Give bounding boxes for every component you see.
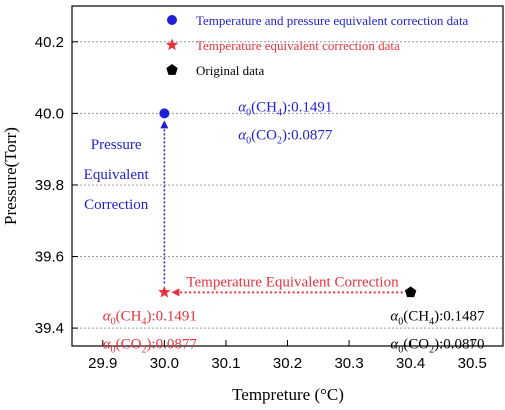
data-point: [159, 108, 170, 119]
data-point: [158, 285, 171, 298]
legend-label: Temperature and pressure equivalent corr…: [196, 13, 469, 28]
x-tick-label: 30.2: [273, 355, 302, 372]
alpha-coefficient-label: α0(CO2):0.0877: [238, 127, 333, 146]
y-axis-title: Pressure(Torr): [1, 127, 20, 225]
y-tick-label: 40.0: [35, 105, 64, 122]
y-tick-label: 40.2: [35, 34, 64, 51]
annotations: α0(CH4):0.1491 α0(CO2):0.0877 α0(CH4):0.14…: [103, 99, 485, 355]
alpha-coefficient-label: α0(CH4):0.1491: [103, 308, 197, 327]
x-axis-title: Tempreture (°C): [232, 385, 344, 404]
legend: Temperature and pressure equivalent corr…: [165, 13, 469, 78]
x-tick-label: 30.4: [396, 355, 425, 372]
pressure-correction-label: Equivalent: [84, 167, 150, 183]
pressure-correction-label: Correction: [84, 197, 149, 213]
alpha-coefficient-label: α0(CO2):0.0870: [390, 336, 484, 355]
temperature-correction-label: Temperature Equivalent Correction: [186, 274, 399, 290]
alpha-coefficient-label: α0(CH4):0.1491: [238, 99, 332, 118]
plot-frame: [71, 5, 504, 347]
data-point: [404, 286, 417, 298]
y-tick-label: 39.8: [35, 177, 64, 194]
legend-marker: [166, 64, 178, 75]
alpha-coefficient-label: α0(CO2):0.0877: [103, 336, 198, 355]
x-tick-label: 30.0: [150, 355, 179, 372]
y-tick-label: 39.4: [35, 320, 64, 337]
x-tick-label: 30.1: [211, 355, 240, 372]
legend-marker: [165, 38, 179, 51]
pressure-correction-label: Pressure: [91, 137, 142, 153]
alpha-coefficient-label: α0(CH4):0.1487: [390, 308, 485, 327]
arrows: Temperature Equivalent Correction Pressur…: [84, 120, 403, 297]
x-tick-label: 29.9: [88, 355, 117, 372]
x-tick-label: 30.5: [458, 355, 487, 372]
ticks: 39.4 39.6 39.8 40.0 40.2 29.9 30.0 30.1 30.2 30.3…: [35, 34, 487, 372]
data-points: [158, 108, 417, 298]
x-tick-label: 30.3: [334, 355, 363, 372]
legend-label: Original data: [196, 63, 264, 78]
y-tick-label: 39.6: [35, 249, 64, 266]
legend-label: Temperature equivalent correction data: [196, 38, 400, 53]
legend-marker: [167, 15, 177, 25]
